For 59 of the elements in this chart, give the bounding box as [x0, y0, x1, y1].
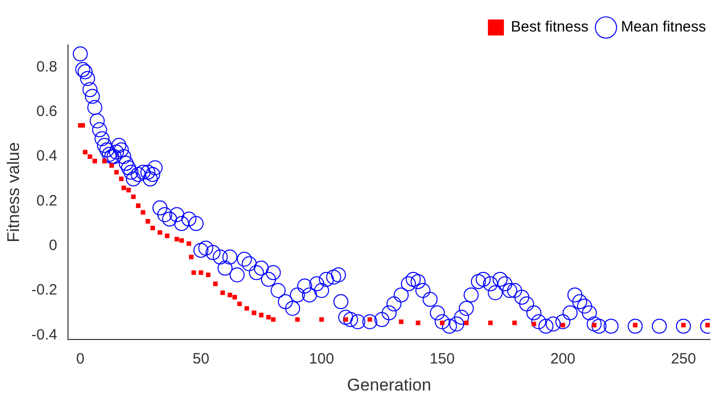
y-tick-label: 0.6	[36, 103, 58, 120]
point	[119, 176, 124, 182]
point	[191, 270, 196, 275]
point	[92, 158, 98, 164]
x-tick-label: 0	[76, 350, 84, 368]
point	[488, 320, 493, 326]
point	[228, 292, 232, 298]
point	[109, 163, 114, 168]
point	[164, 234, 170, 238]
point	[213, 282, 218, 286]
point	[398, 319, 404, 324]
point	[252, 310, 256, 316]
point	[206, 272, 210, 278]
legend-label: Mean fitness	[620, 18, 706, 36]
point	[114, 170, 119, 174]
point	[189, 254, 194, 260]
x-tick-label: 250	[670, 350, 696, 368]
point	[82, 150, 88, 154]
y-tick-label: -0.4	[31, 326, 58, 344]
point	[126, 188, 131, 192]
point	[88, 154, 92, 159]
y-tick-label: -0.2	[31, 282, 58, 299]
point	[512, 320, 517, 326]
point	[237, 302, 242, 306]
point	[131, 194, 136, 200]
point	[140, 210, 146, 215]
point	[146, 219, 150, 224]
point	[102, 158, 107, 164]
point	[319, 317, 324, 322]
point	[136, 203, 140, 208]
x-tick-label: 100	[309, 350, 334, 368]
point	[150, 226, 155, 230]
point	[295, 317, 300, 322]
point	[560, 322, 566, 328]
x-tick-label: 200	[550, 350, 576, 368]
point	[464, 320, 469, 326]
y-axis-title: Fitness value	[4, 142, 23, 242]
point	[266, 315, 271, 320]
x-axis-title: Generation	[347, 375, 432, 394]
point	[220, 290, 225, 295]
legend-label: Best fitness	[510, 18, 588, 36]
y-tick-label: 0	[48, 237, 58, 254]
point	[271, 317, 276, 322]
point	[232, 294, 237, 300]
point	[174, 236, 180, 242]
y-tick-label: 0.8	[36, 58, 58, 76]
y-tick-label: 0.4	[36, 148, 58, 165]
point	[258, 312, 264, 318]
x-tick-label: 50	[192, 350, 210, 368]
point	[186, 241, 192, 246]
point	[244, 306, 250, 311]
x-tick-label: 150	[430, 350, 455, 368]
point	[121, 186, 126, 190]
point	[158, 230, 162, 235]
point	[198, 270, 204, 275]
y-tick-label: 0.2	[36, 192, 58, 210]
point	[179, 238, 184, 243]
point	[416, 320, 420, 326]
point	[532, 322, 536, 326]
